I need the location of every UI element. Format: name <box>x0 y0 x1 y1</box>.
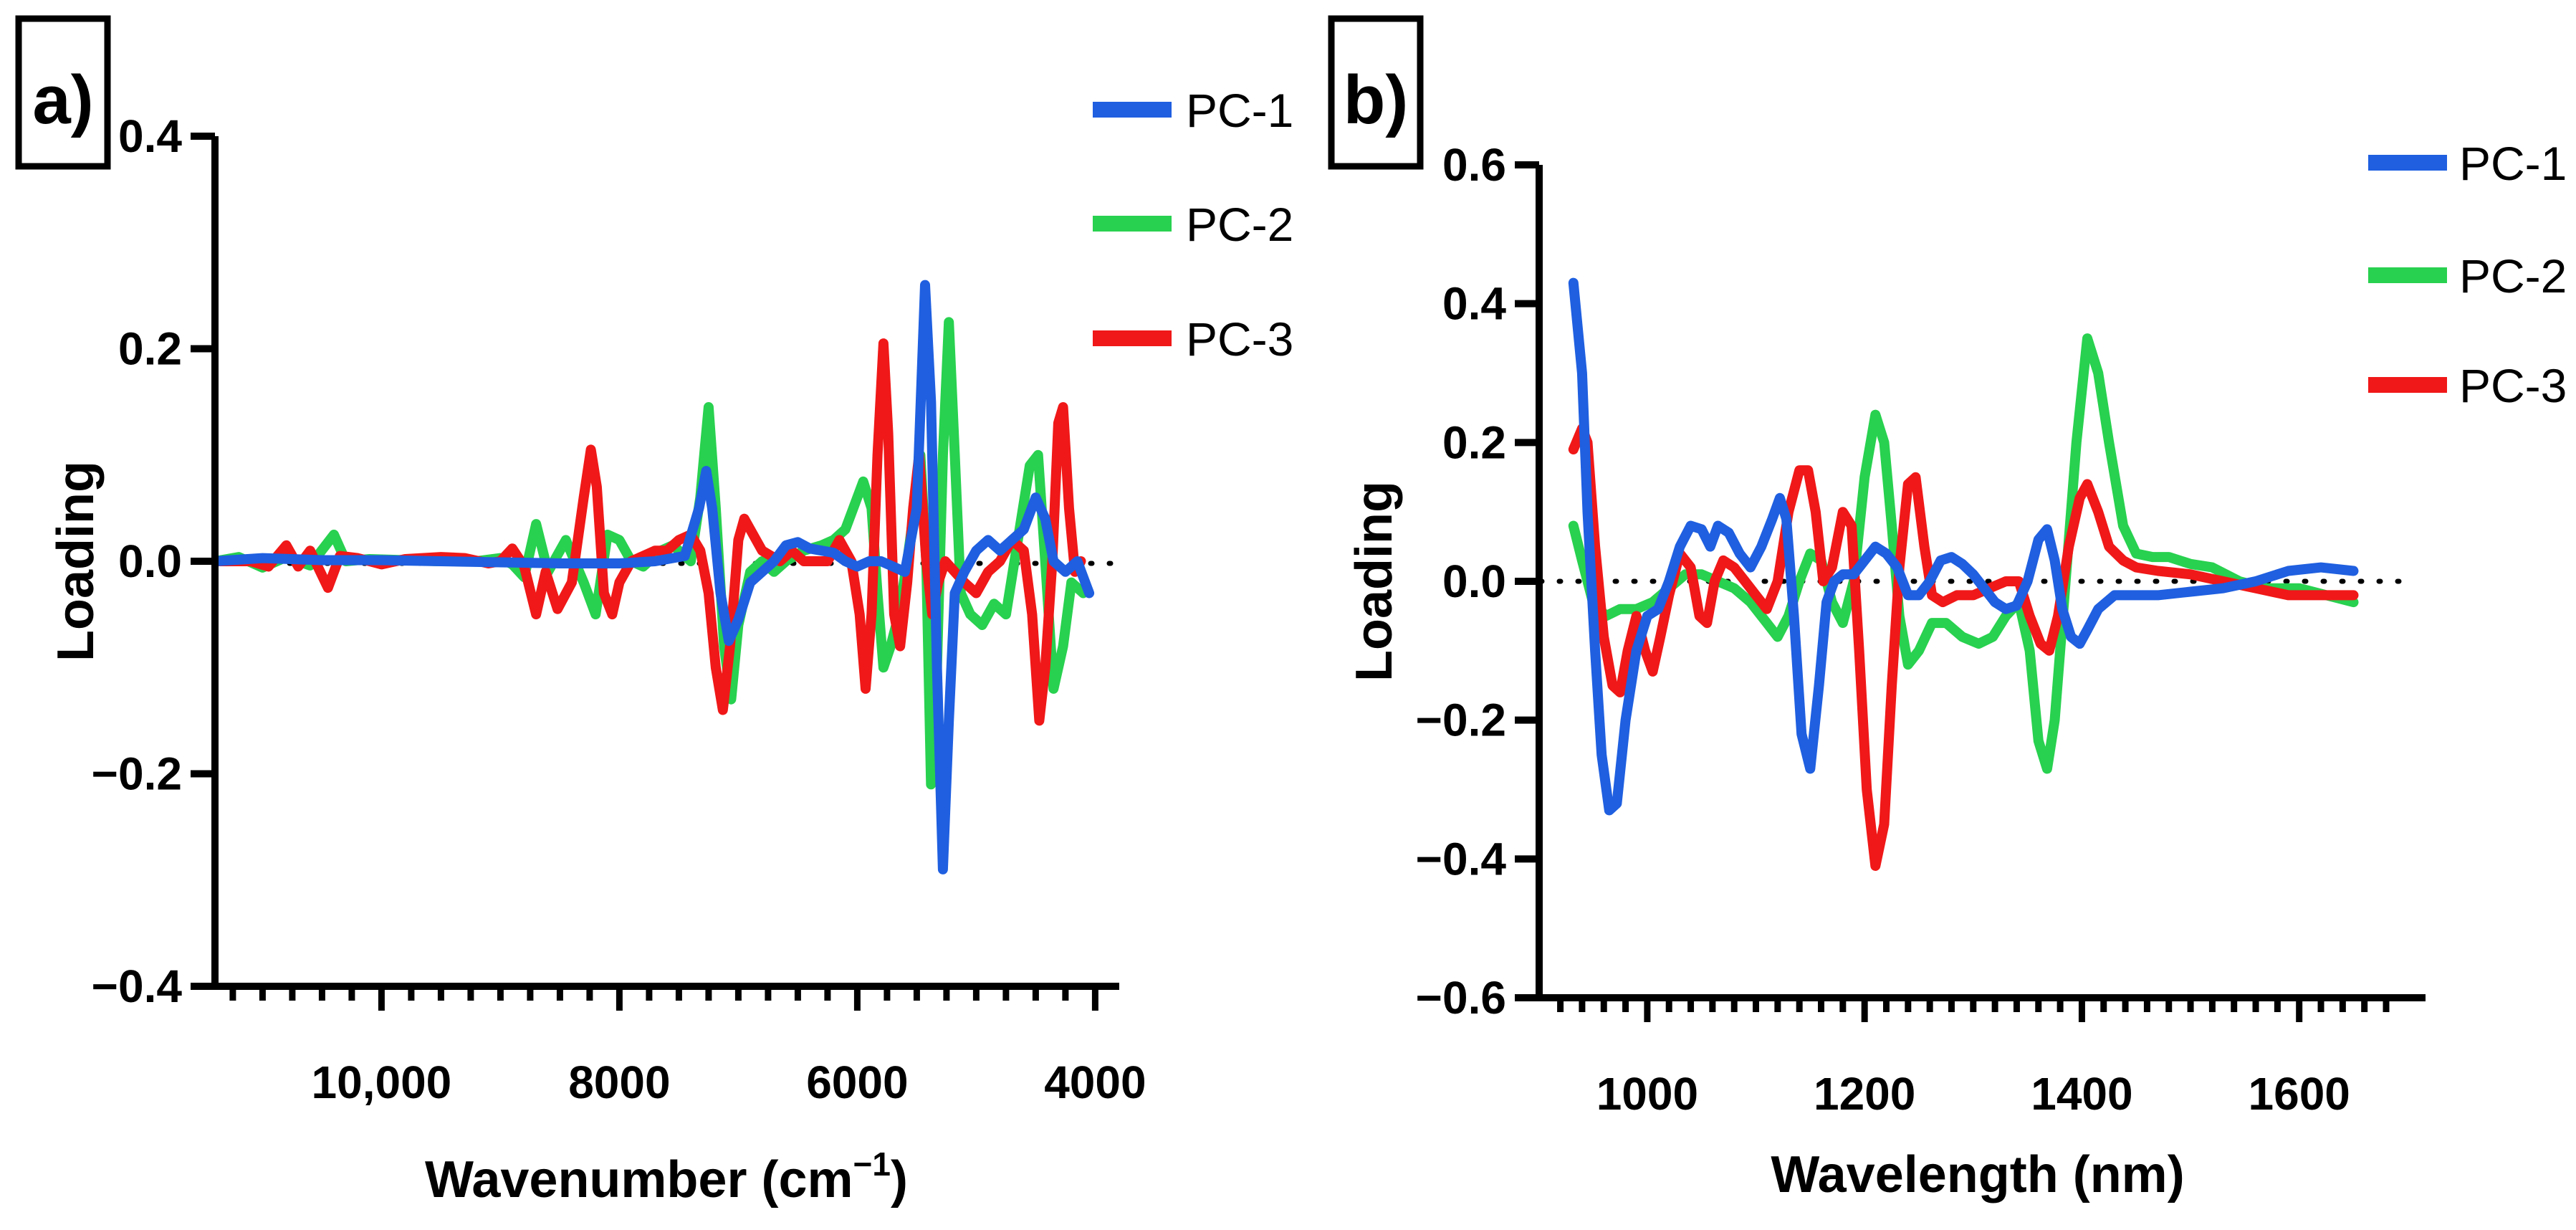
panel-a-x-tick-label: 8000 <box>568 1057 670 1108</box>
panel-b-y-tick-label: −0.6 <box>1416 972 1506 1024</box>
panel-b-legend: PC-1 PC-2 PC-3 <box>2368 137 2567 412</box>
panel-a-x-tick-label: 10,000 <box>312 1057 452 1108</box>
panel-a-x-tick-label: 6000 <box>806 1057 908 1108</box>
panel-a: a) −0.4−0.20.00.20.4 10,000 8000 6000 4000 … <box>15 15 1293 1208</box>
panel-a-y-ticks: −0.4 −0.2 0.0 0.2 0.4 <box>92 110 215 1012</box>
panel-b-y-tick-label: 0.2 <box>1442 416 1506 468</box>
panel-b-y-tick-label: −0.4 <box>1416 833 1507 885</box>
panel-a-legend-label-pc2: PC-2 <box>1186 198 1293 251</box>
panel-a-x-axis-title-sup: −1 <box>853 1145 891 1183</box>
panel-b-label-box <box>1328 15 1424 170</box>
panel-b-y-axis-title: Loading <box>1346 481 1403 682</box>
panel-a-x-tick-label: 4000 <box>1044 1057 1146 1108</box>
panel-b-y-tick-label: 0.4 <box>1442 278 1506 330</box>
panel-b-series-pc3 <box>1568 424 2359 871</box>
panel-a-legend-label-pc1: PC-1 <box>1186 84 1293 137</box>
panel-a-x-ticks: 10,000 8000 6000 4000 <box>229 986 1146 1108</box>
panel-a-x-axis-title: Wavenumber (cm−1) <box>425 1145 908 1208</box>
panel-b-x-tick-label: 1000 <box>1596 1068 1698 1120</box>
panel-a-y-axis-title: Loading <box>47 461 105 662</box>
panel-a-legend-label-pc3: PC-3 <box>1186 313 1293 366</box>
panel-a-y-tick-label: 0.2 <box>118 323 182 375</box>
panel-b: b) −0.6 −0.4 −0.2 0.0 0.2 0.4 0.6 1000 1200 1400… <box>1328 15 2567 1203</box>
panel-b-y-tick-label: 0.0 <box>1442 556 1506 607</box>
panel-a-y-tick-label: 0.4 <box>118 110 182 162</box>
panel-b-label: b) <box>1344 62 1409 138</box>
panel-a-x-axis-title-main: Wavenumber (cm <box>425 1151 853 1208</box>
panel-a-label: a) <box>32 62 93 138</box>
panel-b-x-axis-title: Wavelength (nm) <box>1771 1146 2184 1203</box>
panel-b-y-tick-label: −0.2 <box>1416 695 1506 746</box>
panel-a-x-axis-title-close: ) <box>891 1151 908 1208</box>
panel-b-series-pc1 <box>1568 277 2359 816</box>
panel-b-y-tick-label: 0.6 <box>1442 139 1506 191</box>
panel-b-x-ticks: 1000 1200 1400 1600 <box>1557 998 2390 1120</box>
panel-b-x-axis-title-main: Wavelength (nm) <box>1771 1146 2184 1203</box>
panel-b-legend-label-pc3: PC-3 <box>2459 359 2567 412</box>
panel-b-series-pc2 <box>1568 333 2359 774</box>
panel-a-label-box <box>15 15 111 170</box>
panel-b-x-tick-label: 1200 <box>1814 1068 1915 1120</box>
panel-a-plot-area: −0.4 −0.2 0.0 0.2 0.4 10,000 8000 6000 4000 <box>92 110 1146 1108</box>
panel-b-series-layer <box>1568 277 2359 871</box>
panel-a-y-tick-label: −0.2 <box>92 748 182 800</box>
panel-a-y-tick-label: −0.4 <box>92 960 183 1012</box>
panel-b-plot-area: −0.6 −0.4 −0.2 0.0 0.2 0.4 0.6 1000 1200 1400 160… <box>1416 139 2426 1120</box>
panel-b-x-tick-label: 1600 <box>2249 1068 2350 1120</box>
panel-a-y-tick-label: 0.0 <box>118 535 182 587</box>
panel-a-legend: PC-1 PC-2 PC-3 <box>1093 84 1293 366</box>
panel-a-series-pc1 <box>210 280 1095 874</box>
panel-b-legend-label-pc1: PC-1 <box>2459 137 2567 190</box>
panel-a-series-layer <box>210 280 1095 874</box>
panel-b-legend-label-pc2: PC-2 <box>2459 249 2567 302</box>
panel-b-x-tick-label: 1400 <box>2031 1068 2132 1120</box>
panel-b-y-ticks: −0.6 −0.4 −0.2 0.0 0.2 0.4 0.6 <box>1416 139 1539 1024</box>
